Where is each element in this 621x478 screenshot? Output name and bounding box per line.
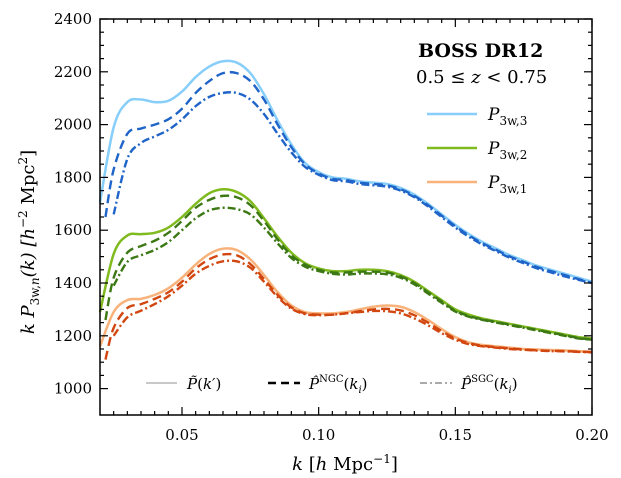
legend-label-p3w3: P3w,3: [487, 105, 527, 128]
x-tick-label: 0.20: [575, 426, 608, 444]
series-p3w-2: [98, 187, 593, 340]
chart-subtitle: 0.5 ≤ z < 0.75: [416, 67, 547, 88]
y-tick-label: 1000: [54, 380, 92, 398]
legend-label-tilde: P̃(k′): [186, 375, 221, 393]
tick-labels: 0.05 0.10 0.15 0.20 1000 1200 1400 1600 1800 2000…: [54, 10, 609, 444]
legend-label-sgc: P̂SGC(ki): [460, 374, 518, 396]
y-axis-label: k P3w,n(k) [h−2 Mpc2]: [16, 150, 42, 334]
legend-series: P3w,3 P3w,2 P3w,1: [427, 105, 527, 196]
legend-label-p3w1: P3w,1: [487, 173, 527, 196]
series-p3w-3-ngc: [104, 70, 593, 285]
x-tick-label: 0.05: [165, 426, 198, 444]
series-p3w-2-sgc: [112, 206, 593, 341]
y-tick-label: 2000: [54, 116, 92, 134]
chart-title: BOSS DR12: [418, 40, 543, 62]
x-tick-label: 0.15: [439, 426, 472, 444]
series-p3w-1: [98, 247, 593, 353]
legend-label-p3w2: P3w,2: [487, 139, 527, 162]
axis-ticks: [100, 18, 593, 415]
series-p3w-2-ngc: [104, 194, 593, 341]
y-tick-label: 2400: [54, 10, 92, 28]
x-tick-label: 0.10: [302, 426, 335, 444]
series-p3w-3: [98, 59, 593, 283]
legend-label-ngc: P̂NGC(ki): [308, 374, 368, 396]
series-p3w-1-sgc: [112, 259, 593, 354]
series-p3w-3-sgc: [112, 91, 593, 285]
y-tick-label: 1400: [54, 274, 92, 292]
y-tick-label: 1800: [54, 168, 92, 186]
x-axis-label: k [h Mpc−1]: [292, 452, 398, 475]
y-tick-label: 1200: [54, 327, 92, 345]
y-tick-label: 2200: [54, 63, 92, 81]
legend-styles: P̃(k′) P̂NGC(ki) P̂SGC(ki): [146, 374, 518, 396]
y-tick-label: 1600: [54, 221, 92, 239]
series-layer: [98, 59, 593, 360]
